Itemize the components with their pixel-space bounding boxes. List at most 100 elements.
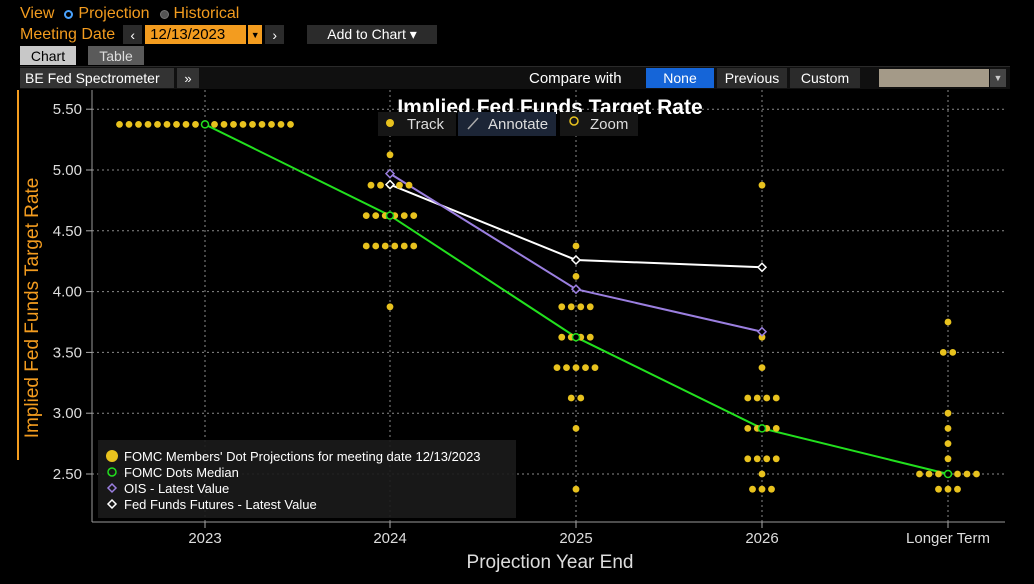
annotate-button[interactable] <box>458 112 556 136</box>
dot-projection <box>558 303 566 311</box>
x-tick-label: 2024 <box>373 530 406 547</box>
projection-radio[interactable] <box>64 9 74 19</box>
series-point <box>384 168 396 179</box>
dot-projection <box>572 242 580 250</box>
zoom-label: Zoom <box>590 116 628 133</box>
dot-projection <box>935 470 942 478</box>
dot-projection <box>287 121 294 128</box>
series-point <box>757 424 767 433</box>
dot-projection <box>763 455 771 463</box>
compare-select[interactable] <box>879 69 989 87</box>
dot-projection <box>182 121 190 128</box>
dot-projection <box>277 121 285 128</box>
spectrometer-button[interactable]: BE Fed Spectrometer <box>20 68 174 88</box>
dot-projection <box>372 242 380 250</box>
dot-projection <box>944 425 952 432</box>
historical-option[interactable]: Historical <box>173 5 240 22</box>
dot-projection <box>772 394 780 402</box>
dot-projection <box>572 425 580 432</box>
x-tick-label: 2023 <box>188 530 221 547</box>
y-tick-label: 3.50 <box>53 344 82 361</box>
date-dropdown-icon[interactable]: ▼ <box>248 25 263 44</box>
tab-table[interactable]: Table <box>88 46 144 65</box>
dot-projection <box>154 121 161 128</box>
legend-box <box>98 440 516 518</box>
legend-dots-label: FOMC Members' Dot Projections for meetin… <box>124 449 481 464</box>
dot-projection <box>925 470 933 478</box>
dot-projection <box>410 212 418 220</box>
dot-projection <box>749 485 756 493</box>
series-point <box>756 262 768 273</box>
dot-projection <box>400 242 408 250</box>
dot-projection <box>381 242 389 250</box>
y-tick-label: 3.00 <box>53 405 82 422</box>
legend-futures-icon <box>106 498 118 510</box>
dot-projection <box>944 455 952 463</box>
dot-projection <box>758 181 766 189</box>
dot-projection <box>230 121 237 128</box>
next-date-button[interactable]: › <box>265 25 285 44</box>
dot-projection <box>377 181 384 189</box>
dot-projection <box>768 485 775 493</box>
dot-projection <box>268 121 275 128</box>
legend-futures-label: Fed Funds Futures - Latest Value <box>124 497 317 512</box>
dot-projection <box>362 242 370 250</box>
series-point <box>570 254 582 266</box>
dot-projection <box>753 394 761 402</box>
annotate-icon <box>467 117 479 130</box>
series-point <box>571 332 581 342</box>
add-to-chart-button[interactable]: Add to Chart ▾ <box>307 25 437 44</box>
dot-projection <box>367 181 375 189</box>
projection-option[interactable]: Projection <box>78 5 150 22</box>
dot-projection <box>591 364 599 371</box>
meeting-date-input[interactable]: 12/13/2023 <box>145 25 247 44</box>
x-ticks: 2023 2024 2025 2026 Longer Term <box>188 522 990 547</box>
compare-none-button[interactable]: None <box>646 68 714 88</box>
historical-radio[interactable] <box>159 9 169 19</box>
dot-projection <box>239 121 247 128</box>
legend-dots-icon <box>106 450 118 462</box>
tab-chart[interactable]: Chart <box>20 46 76 65</box>
view-tabs: Chart Table <box>20 46 144 65</box>
dot-projection <box>577 394 585 402</box>
dot-projection <box>954 470 961 478</box>
zoom-icon <box>569 116 579 126</box>
series-point <box>385 211 395 220</box>
dot-projection <box>173 121 180 128</box>
dot-projection <box>772 455 780 463</box>
y-tick-label: 2.50 <box>53 466 82 483</box>
dot-projection <box>572 364 580 371</box>
dot-projection <box>582 364 589 371</box>
view-label: View <box>20 5 55 22</box>
dot-projection <box>391 242 399 250</box>
compare-previous-button[interactable]: Previous <box>717 68 787 88</box>
x-tick-label: 2026 <box>745 530 778 547</box>
dot-projection <box>396 181 403 189</box>
dot-projection <box>954 485 961 493</box>
dot-projection <box>144 121 152 128</box>
series-point <box>200 120 210 129</box>
legend-median-label: FOMC Dots Median <box>124 465 239 480</box>
legend-ois-label: OIS - Latest Value <box>124 481 229 496</box>
grid-lines <box>92 90 1005 522</box>
chart-tools: Track Annotate Zoom <box>378 112 638 136</box>
x-axis-label: Projection Year End <box>467 552 634 573</box>
dot-projection <box>400 212 408 220</box>
series-point <box>756 326 768 337</box>
annotate-label: Annotate <box>488 116 548 133</box>
dot-projection <box>944 485 952 493</box>
dot-projection <box>163 121 171 128</box>
dot-projection <box>567 394 575 402</box>
dot-projection <box>192 121 199 128</box>
dot-projection <box>572 485 580 493</box>
dot-projection <box>944 318 952 326</box>
expand-icon[interactable]: » <box>177 68 199 88</box>
compare-custom-button[interactable]: Custom <box>790 68 860 88</box>
compare-dropdown-icon[interactable]: ▼ <box>990 69 1006 87</box>
y-tick-label: 4.50 <box>53 223 82 240</box>
zoom-button[interactable] <box>560 112 638 136</box>
dot-projection <box>135 121 142 128</box>
prev-date-button[interactable]: ‹ <box>123 25 143 44</box>
dot-projection <box>916 470 923 478</box>
dot-projection <box>577 303 585 311</box>
